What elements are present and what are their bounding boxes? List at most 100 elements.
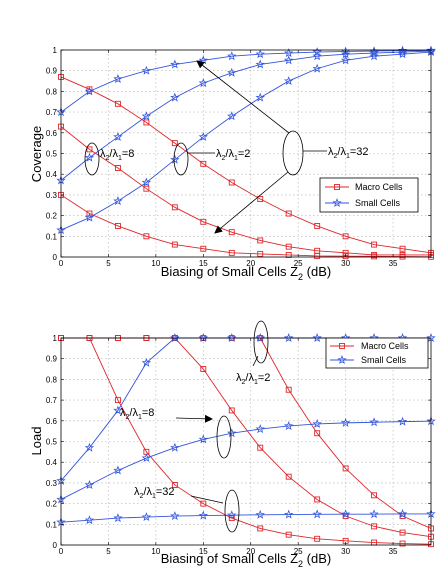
coverage-macro-data-point (342, 253, 349, 260)
load-small-series-line (60, 513, 431, 523)
load-x-tick-label: 0 (59, 547, 64, 556)
coverage-y-tick-label: 0.5 (46, 150, 58, 159)
load-macro-data-point (285, 473, 292, 480)
coverage-label-ratio-8: λ2/λ1=8 (100, 148, 134, 162)
coverage-small-series-line (60, 50, 432, 181)
load-connector-2 (252, 355, 259, 367)
load-macro-data-point (342, 465, 349, 472)
load-small-data-point (255, 424, 265, 434)
load-macro-data-point (257, 444, 264, 451)
coverage-macro-data-point (200, 160, 207, 167)
coverage-small-data-point (283, 48, 294, 58)
load-y-tick-label: 0 (53, 541, 58, 550)
coverage-macro-data-point (285, 243, 292, 250)
coverage-small-data-point (312, 63, 322, 73)
load-small-data-point (113, 405, 123, 415)
load-small-data-point (283, 509, 294, 519)
load-small-data-point (227, 428, 237, 438)
coverage-small-data-point (198, 78, 209, 88)
coverage-y-axis-label: Coverage (29, 126, 44, 182)
coverage-ellipse-ratio-2 (173, 142, 189, 176)
load-small-data-point (340, 509, 351, 519)
coverage-macro-data-point (200, 245, 207, 252)
coverage-macro-data-point (285, 251, 292, 258)
coverage-small-data-point (312, 47, 322, 57)
load-arrow-8 (175, 414, 213, 423)
load-small-series-line (60, 420, 432, 500)
load-small-data-point (170, 442, 180, 452)
load-x-tick-label: 35 (389, 547, 398, 556)
coverage-small-series-line (60, 51, 432, 231)
coverage-y-tick-label: 0.4 (46, 170, 58, 179)
coverage-macro-data-point (86, 210, 93, 217)
coverage-legend-box (319, 177, 419, 213)
coverage-macro-data-point (114, 100, 121, 107)
coverage-legend: Macro Cells Small Cells (319, 177, 419, 213)
coverage-macro-series-line (60, 76, 432, 254)
coverage-macro-data-point (399, 245, 406, 252)
load-small-data-point (84, 515, 95, 525)
coverage-macro-data-point (171, 204, 178, 211)
load-label-ratio-2: λ2/λ1=2 (236, 372, 270, 386)
load-small-data-point (255, 509, 265, 519)
coverage-legend-small-label: Small Cells (355, 198, 401, 208)
coverage-small-data-point (198, 131, 209, 141)
load-macro-data-point (171, 482, 178, 488)
coverage-x-tick-label: 20 (246, 259, 255, 268)
coverage-small-data-point (397, 47, 408, 57)
load-label-ratio-32: λ2/λ1=32 (134, 486, 175, 500)
coverage-annotations: λ2/λ1=8 λ2/λ1=2 λ2/λ1=32 (84, 60, 369, 234)
coverage-macro-series-line (60, 126, 431, 256)
coverage-ellipse-ratio-8 (84, 142, 100, 176)
load-small-data-point (141, 453, 152, 463)
coverage-small-data-point (369, 51, 379, 61)
coverage-chart: 0 5 10 15 20 25 30 35 0 0.1 0.2 0.3 0.4 0.5 0.6 0.7 0.8 0… (29, 45, 436, 282)
coverage-x-tick-label: 0 (59, 259, 64, 268)
coverage-macro-data-point (257, 196, 264, 202)
coverage-x-tick-label: 25 (294, 259, 303, 268)
coverage-small-data-point (113, 131, 123, 141)
coverage-macro-data-point (114, 165, 121, 171)
load-x-tick-label: 20 (246, 547, 255, 556)
load-small-data-point (312, 509, 322, 519)
load-macro-data-point (200, 500, 207, 507)
coverage-small-data-point (170, 154, 180, 164)
coverage-ellipse-ratio-32 (282, 130, 304, 176)
load-ticks: 0 5 10 15 20 25 30 35 0 0.1 0.2 0.3 0.4 0.5 0.6 0.7 0.8 0… (46, 334, 431, 556)
coverage-small-data-point (84, 212, 95, 222)
load-y-tick-label: 0.7 (46, 396, 58, 405)
load-small-data-point (312, 418, 322, 428)
load-legend-small-label: Small Cells (361, 355, 407, 365)
coverage-series (56, 45, 436, 260)
coverage-macro-data-point (371, 253, 378, 260)
coverage-y-tick-label: 0.6 (46, 129, 58, 138)
load-small-data-point (141, 512, 152, 522)
coverage-y-tick-label: 0.7 (46, 108, 58, 117)
coverage-small-data-point (170, 59, 180, 69)
coverage-macro-data-point (371, 241, 378, 248)
coverage-small-data-point (255, 92, 265, 102)
coverage-small-series-line (60, 49, 432, 113)
load-macro-data-point (314, 535, 321, 542)
load-ellipse-ratio-8 (216, 415, 232, 459)
load-macro-data-point (114, 397, 121, 404)
load-small-data-point (227, 333, 237, 342)
load-small-data-point (170, 333, 180, 342)
coverage-arrow-upper (196, 60, 290, 134)
load-macro-data-point (399, 529, 406, 536)
coverage-x-axis-label: Biasing of Small Cells Z2 (dB) (161, 264, 331, 282)
coverage-macro-data-point (285, 210, 292, 217)
load-y-tick-label: 0.1 (46, 520, 58, 529)
load-y-tick-label: 0.9 (46, 355, 58, 364)
load-macro-data-point (371, 523, 378, 530)
load-small-data-point (283, 333, 294, 342)
load-small-data-point (255, 333, 265, 342)
load-macro-data-point (399, 540, 406, 547)
coverage-macro-data-point (143, 185, 150, 192)
coverage-small-data-point (113, 196, 123, 206)
coverage-small-data-point (283, 55, 294, 65)
coverage-small-data-point (283, 76, 294, 86)
coverage-label-ratio-32: λ2/λ1=32 (328, 146, 369, 160)
load-x-axis-label: Biasing of Small Cells Z2 (dB) (161, 551, 331, 569)
